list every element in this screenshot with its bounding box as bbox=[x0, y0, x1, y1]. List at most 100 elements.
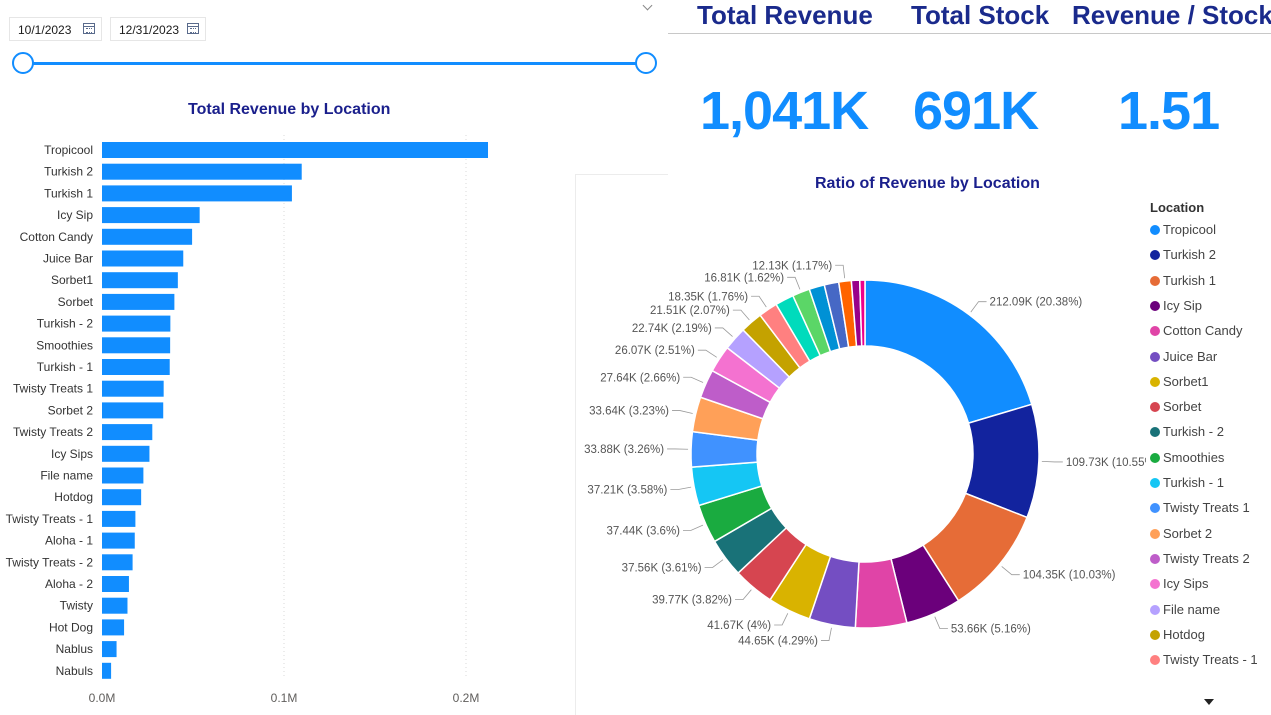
data-label: 33.64K (3.23%) bbox=[589, 406, 669, 418]
date-range-start-handle[interactable] bbox=[12, 52, 34, 74]
end-date-value: 12/31/2023 bbox=[119, 23, 180, 37]
data-label: 44.65K (4.29%) bbox=[738, 636, 818, 648]
start-date-input[interactable]: 10/1/2023 bbox=[9, 17, 102, 41]
kpi-total-revenue-label: Total Revenue bbox=[697, 0, 873, 30]
legend-title: Location bbox=[1150, 200, 1205, 215]
legend-item[interactable]: Turkish 2 bbox=[1150, 247, 1216, 263]
legend-label: Smoothies bbox=[1163, 449, 1225, 465]
bar[interactable] bbox=[102, 467, 144, 484]
bar[interactable] bbox=[102, 489, 142, 506]
legend-label: Twisty Treats 2 bbox=[1163, 550, 1250, 566]
bar[interactable] bbox=[102, 142, 489, 158]
legend-item[interactable]: Twisty Treats 1 bbox=[1150, 500, 1250, 516]
bar[interactable] bbox=[102, 554, 133, 571]
legend-item[interactable]: Icy Sip bbox=[1150, 298, 1202, 314]
legend-item[interactable]: Sorbet 2 bbox=[1150, 526, 1212, 542]
legend-item[interactable]: Cotton Candy bbox=[1150, 323, 1243, 339]
legend-marker bbox=[1150, 300, 1160, 311]
bar[interactable] bbox=[102, 185, 292, 202]
legend-item[interactable]: Twisty Treats 2 bbox=[1150, 551, 1250, 567]
data-label-leader bbox=[734, 589, 752, 601]
calendar-icon[interactable] bbox=[187, 23, 199, 34]
legend-item[interactable]: Turkish - 1 bbox=[1150, 475, 1224, 491]
bar[interactable] bbox=[102, 380, 164, 397]
y-tick-label: Turkish - 2 bbox=[37, 317, 94, 331]
bar[interactable] bbox=[102, 359, 170, 375]
bar[interactable] bbox=[102, 228, 193, 245]
bar[interactable] bbox=[102, 337, 171, 354]
donut-slice[interactable] bbox=[858, 279, 866, 347]
y-tick-label: Turkish 1 bbox=[44, 186, 93, 200]
bar[interactable] bbox=[102, 619, 125, 636]
legend-marker bbox=[1150, 503, 1160, 514]
bar[interactable] bbox=[102, 576, 129, 592]
bar[interactable] bbox=[102, 662, 112, 679]
data-label: 39.77K (3.82%) bbox=[652, 595, 732, 607]
legend-label: Hotdog bbox=[1163, 626, 1205, 642]
bar[interactable] bbox=[102, 163, 302, 180]
data-label-leader bbox=[821, 627, 832, 641]
bar-chart-title: Total Revenue by Location bbox=[188, 101, 391, 118]
data-label: 37.21K (3.58%) bbox=[587, 485, 667, 497]
legend-label: Icy Sip bbox=[1163, 297, 1203, 313]
legend-label: Icy Sips bbox=[1163, 576, 1209, 592]
legend-item[interactable]: Juice Bar bbox=[1150, 349, 1217, 365]
legend-item[interactable]: Sorbet bbox=[1150, 399, 1201, 415]
bar[interactable] bbox=[102, 424, 153, 441]
legend-marker bbox=[1150, 225, 1160, 235]
legend-item[interactable]: Icy Sips bbox=[1150, 576, 1209, 592]
data-label: 12.13K (1.17%) bbox=[752, 260, 832, 272]
donut-chart-title: Ratio of Revenue by Location bbox=[815, 175, 1040, 192]
data-label: 26.07K (2.51%) bbox=[615, 345, 695, 357]
legend-item[interactable]: Twisty Treats - 1 bbox=[1150, 652, 1258, 668]
data-label: 22.74K (2.19%) bbox=[632, 323, 712, 335]
kpi-total-stock-label: Total Stock bbox=[911, 0, 1050, 30]
legend-item[interactable]: Hotdog bbox=[1150, 627, 1205, 643]
legend-item[interactable]: Tropicool bbox=[1150, 222, 1216, 238]
legend-label: Turkish - 1 bbox=[1163, 475, 1224, 490]
legend-label: Sorbet bbox=[1163, 399, 1202, 415]
legend-label: Cotton Candy bbox=[1163, 323, 1243, 339]
end-date-input[interactable]: 12/31/2023 bbox=[110, 17, 206, 41]
bar[interactable] bbox=[102, 315, 171, 332]
date-range-slider-track[interactable] bbox=[23, 62, 646, 65]
bar[interactable] bbox=[102, 402, 164, 419]
legend-label: Sorbet1 bbox=[1163, 373, 1209, 389]
y-tick-label: Twisty Treats 2 bbox=[13, 425, 93, 439]
bar[interactable] bbox=[102, 207, 200, 224]
legend-item[interactable]: Smoothies bbox=[1150, 450, 1224, 466]
legend-marker bbox=[1150, 478, 1160, 488]
donut-slice[interactable] bbox=[864, 279, 1033, 425]
legend-item[interactable]: Turkish 1 bbox=[1150, 273, 1216, 289]
data-label: 41.67K (4%) bbox=[707, 620, 771, 632]
bar[interactable] bbox=[102, 510, 136, 527]
legend-marker bbox=[1150, 427, 1160, 438]
bar[interactable] bbox=[102, 445, 150, 462]
x-tick-label: 0.0M bbox=[89, 691, 116, 705]
chevron-down-icon[interactable] bbox=[642, 0, 653, 11]
y-tick-label: Juice Bar bbox=[43, 252, 93, 266]
data-label: 16.81K (1.62%) bbox=[704, 272, 784, 284]
data-label: 37.44K (3.6%) bbox=[606, 525, 680, 537]
calendar-icon[interactable] bbox=[83, 23, 95, 34]
legend-item[interactable]: Turkish - 2 bbox=[1150, 424, 1224, 440]
data-label-leader bbox=[970, 301, 987, 313]
legend-marker bbox=[1150, 326, 1160, 337]
bar[interactable] bbox=[102, 532, 135, 549]
date-range-end-handle[interactable] bbox=[635, 52, 657, 74]
data-label-leader bbox=[751, 295, 767, 308]
bar[interactable] bbox=[102, 250, 184, 267]
bar[interactable] bbox=[102, 293, 175, 310]
legend-item[interactable]: Sorbet1 bbox=[1150, 374, 1209, 390]
y-tick-label: Icy Sip bbox=[57, 208, 93, 222]
bar[interactable] bbox=[102, 272, 178, 289]
y-tick-label: Hot Dog bbox=[49, 620, 93, 634]
legend-label: Twisty Treats 1 bbox=[1163, 500, 1250, 516]
kpi-divider bbox=[891, 33, 1059, 34]
bar[interactable] bbox=[102, 641, 117, 658]
y-tick-label: Twisty bbox=[60, 599, 93, 613]
bar[interactable] bbox=[102, 597, 128, 614]
legend-scroll-down-icon[interactable] bbox=[1204, 699, 1214, 705]
data-label-leader bbox=[1041, 460, 1063, 463]
legend-item[interactable]: File name bbox=[1150, 602, 1220, 618]
